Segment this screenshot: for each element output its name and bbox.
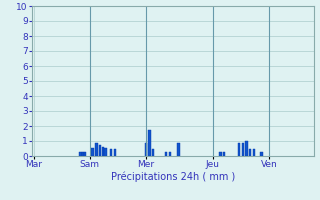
Bar [253,148,255,156]
Bar [219,152,221,156]
Bar [95,142,98,156]
Bar [84,152,86,156]
Bar [242,142,244,156]
X-axis label: Précipitations 24h ( mm ): Précipitations 24h ( mm ) [111,172,235,182]
Bar [99,145,101,156]
Bar [105,148,107,156]
Bar [165,152,167,156]
Bar [102,147,104,156]
Bar [260,152,262,156]
Bar [82,152,84,156]
Bar [110,148,112,156]
Bar [92,148,94,156]
Bar [238,142,240,156]
Bar [177,142,180,156]
Bar [79,152,82,156]
Bar [249,148,251,156]
Bar [145,142,147,156]
Bar [169,152,171,156]
Bar [148,130,151,156]
Bar [114,148,116,156]
Bar [245,141,248,156]
Bar [152,148,154,156]
Bar [223,152,225,156]
